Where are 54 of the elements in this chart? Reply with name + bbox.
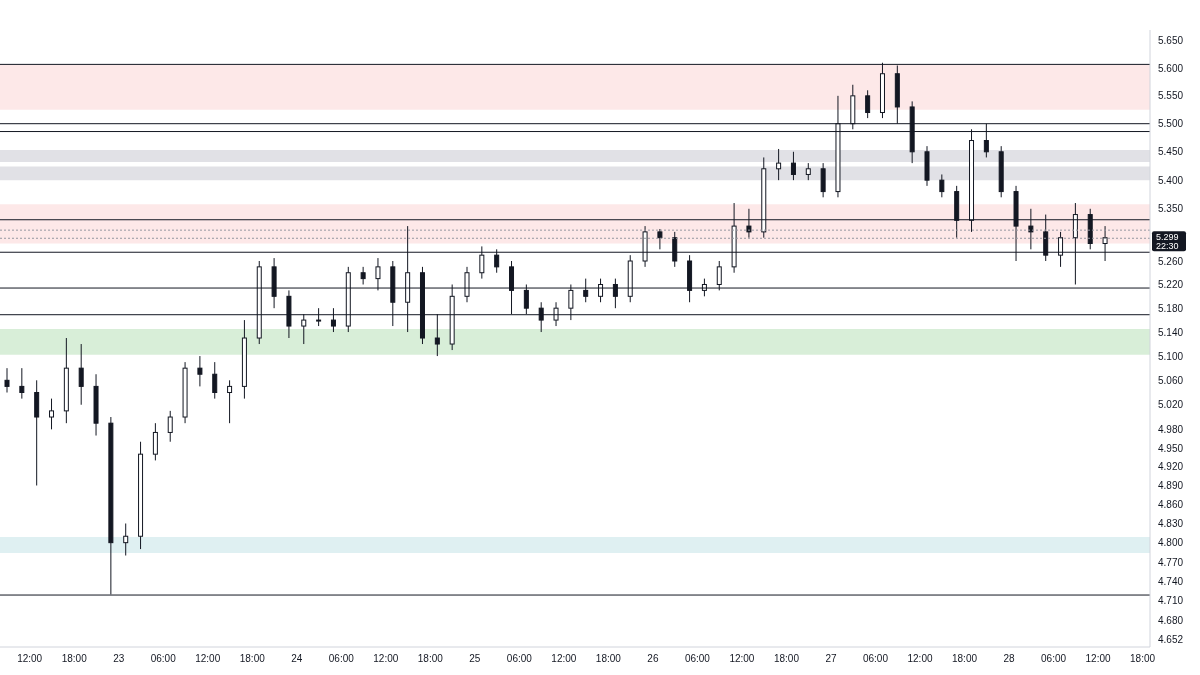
- text: 22:30: [1156, 241, 1179, 252]
- x-tick-label: 06:00: [150, 653, 177, 665]
- y-tick-label: 4.770: [1158, 556, 1184, 568]
- x-tick-label: 25: [469, 653, 481, 665]
- y-tick-label: 5.020: [1158, 399, 1184, 411]
- x-tick-label: 24: [291, 653, 303, 665]
- x-tick-label: 28: [1003, 653, 1016, 665]
- x-tick-label: 12:00: [907, 653, 933, 665]
- x-tick-label: 18:00: [952, 653, 978, 665]
- x-tick-label: 18:00: [239, 653, 266, 665]
- y-tick-label: 4.740: [1158, 575, 1184, 587]
- y-tick-label: 5.550: [1158, 90, 1184, 102]
- y-tick-label: 4.652: [1158, 633, 1184, 645]
- y-tick-label: 4.950: [1158, 442, 1184, 454]
- x-tick-label: 12:00: [373, 653, 399, 665]
- y-tick-label: 5.500: [1158, 118, 1184, 130]
- ref-line-label: 5.299: [1156, 232, 1179, 243]
- x-tick-label: 12:00: [729, 653, 755, 665]
- x-tick-label: 06:00: [1041, 653, 1067, 665]
- y-tick-label: 4.710: [1158, 595, 1184, 607]
- x-tick-label: 18:00: [61, 653, 88, 665]
- y-tick-label: 4.980: [1158, 423, 1184, 435]
- x-tick-label: 18:00: [417, 653, 444, 665]
- x-tick-label: 27: [825, 653, 837, 665]
- x-tick-label: 12:00: [195, 653, 221, 665]
- x-tick-label: 26: [647, 653, 659, 665]
- x-tick-label: 12:00: [551, 653, 577, 665]
- y-tick-label: 5.450: [1158, 146, 1184, 158]
- y-tick-label: 4.860: [1158, 498, 1184, 510]
- x-tick-label: 23: [113, 653, 125, 665]
- x-tick-label: 06:00: [862, 653, 889, 665]
- x-tick-label: 12:00: [1085, 653, 1112, 665]
- y-tick-label: 5.260: [1158, 255, 1184, 267]
- y-tick-label: 5.100: [1158, 350, 1184, 362]
- y-tick-label: 5.140: [1158, 326, 1184, 338]
- y-tick-label: 4.800: [1158, 537, 1184, 549]
- x-tick-label: 18:00: [595, 653, 622, 665]
- x-tick-label: 18:00: [773, 653, 800, 665]
- y-tick-label: 5.650: [1158, 35, 1184, 47]
- y-tick-label: 5.600: [1158, 62, 1184, 74]
- x-tick-label: 06:00: [328, 653, 355, 665]
- y-tick-label: 4.830: [1158, 518, 1184, 530]
- y-tick-label: 4.680: [1158, 615, 1184, 627]
- y-tick-label: 5.220: [1158, 279, 1184, 291]
- y-tick-label: 4.920: [1158, 461, 1184, 473]
- x-tick-label: 18:00: [1130, 653, 1156, 665]
- x-tick-label: 06:00: [506, 653, 533, 665]
- y-tick-label: 5.350: [1158, 203, 1184, 215]
- y-tick-label: 5.180: [1158, 302, 1184, 314]
- y-tick-label: 5.060: [1158, 374, 1184, 386]
- y-tick-label: 5.400: [1158, 174, 1184, 186]
- y-tick-label: 4.890: [1158, 480, 1184, 492]
- x-tick-label: 12:00: [17, 653, 43, 665]
- x-tick-label: 06:00: [684, 653, 711, 665]
